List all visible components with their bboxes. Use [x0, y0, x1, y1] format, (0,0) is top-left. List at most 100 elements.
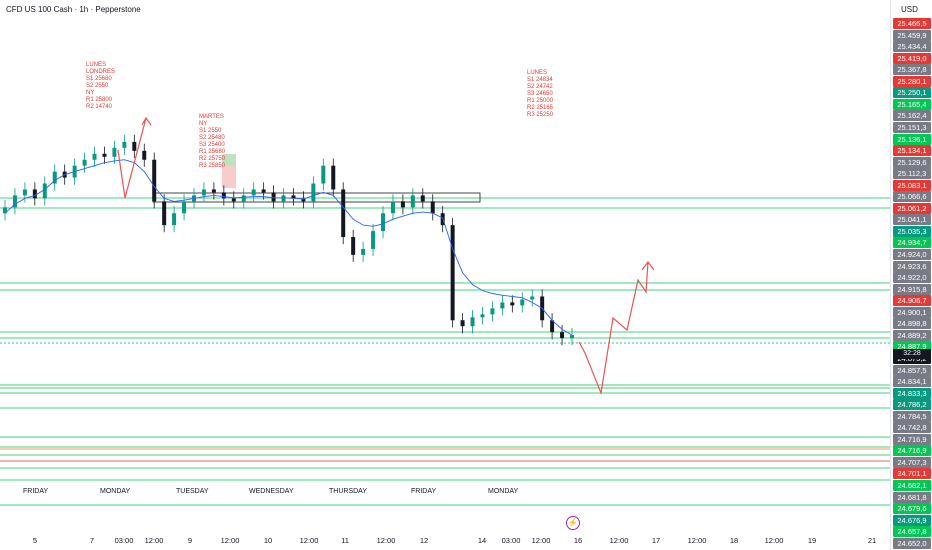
time-tick: 12:00 — [299, 536, 319, 545]
candle-body — [152, 159, 157, 202]
price-label: 25.129,6 — [893, 156, 931, 168]
price-label: 25.367,8 — [893, 64, 931, 76]
candle-body — [530, 296, 535, 300]
candle-body — [351, 237, 356, 255]
price-label: 25.466,5 — [893, 18, 931, 29]
time-tick: 14 — [477, 536, 487, 545]
candle-body — [22, 189, 27, 196]
day-label-monday-1: MONDAY — [100, 488, 131, 495]
projection-arrow-forecast — [578, 261, 649, 396]
time-tick: 12:00 — [220, 536, 240, 545]
price-label: 25.419,0 — [893, 52, 931, 64]
chart-area[interactable]: CFD US 100 Cash · 1h · Pepperstone LUNES… — [0, 0, 890, 550]
currency-label: USD — [901, 5, 918, 14]
price-label: 24.784,5 — [893, 410, 931, 422]
time-tick: 19 — [807, 536, 817, 545]
candle-body — [82, 159, 87, 166]
time-tick: 18 — [729, 536, 739, 545]
candle-body — [331, 165, 336, 190]
time-tick: 03:00 — [501, 536, 521, 545]
price-label: 24.682,1 — [893, 480, 931, 491]
time-tick: 12:00 — [531, 536, 551, 545]
candle-body — [182, 201, 187, 214]
candle-body — [32, 189, 37, 199]
time-tick: 16 — [573, 536, 583, 545]
candle-body — [102, 153, 107, 157]
price-label: 24.900,1 — [893, 306, 931, 318]
price-label: 25.459,9 — [893, 29, 931, 41]
price-label: 24.834,1 — [893, 376, 931, 388]
price-label: 24.915,8 — [893, 283, 931, 295]
price-label: 24.906,7 — [893, 295, 931, 307]
day-label-friday-1: FRIDAY — [23, 488, 49, 495]
candle-body — [201, 189, 206, 196]
time-tick: 5 — [32, 536, 38, 545]
lightning-icon[interactable]: ⚡ — [566, 516, 580, 530]
price-label: 24.857,5 — [893, 364, 931, 376]
candle-body — [460, 320, 465, 327]
price-label: 24.716,9 — [893, 433, 931, 445]
candle-body — [261, 189, 266, 193]
candle-body — [231, 198, 236, 202]
price-label: 25.280,1 — [893, 75, 931, 87]
price-label: 25.250,1 — [893, 87, 931, 99]
candle-body — [251, 189, 256, 196]
price-label: 24.887,9 — [893, 341, 931, 353]
candle-body — [381, 213, 385, 232]
candle-body — [172, 213, 177, 226]
candle-body — [400, 201, 405, 208]
projection-arrowhead — [641, 261, 655, 271]
price-label: 25.061,2 — [893, 202, 931, 214]
candle-body — [341, 189, 346, 238]
price-label: 25.066,6 — [893, 191, 931, 203]
price-label: 24.924,0 — [893, 249, 931, 260]
candle-body — [361, 248, 366, 255]
candle-body — [52, 171, 57, 184]
time-tick: 12:00 — [144, 536, 164, 545]
candle-body — [420, 195, 425, 202]
candle-body — [241, 195, 246, 202]
price-label: 25.134,1 — [893, 145, 931, 157]
price-label: 25.151,3 — [893, 121, 931, 133]
candle-body — [122, 141, 127, 148]
candle-body — [470, 317, 475, 327]
time-tick: 17 — [651, 536, 661, 545]
chart-svg[interactable] — [0, 0, 890, 550]
price-label: 25.112,3 — [893, 168, 931, 180]
candle-body — [162, 201, 167, 226]
candle-body — [211, 189, 216, 193]
candle-body — [132, 141, 137, 151]
time-tick: 12:00 — [687, 536, 707, 545]
price-label: 24.833,3 — [893, 387, 931, 399]
candle-body — [321, 165, 326, 184]
price-axis[interactable]: USD 25.466,5 25.459,9 25.434,4 25.419,0 25.3… — [890, 0, 932, 550]
candle-body — [520, 299, 525, 306]
candle-body — [371, 231, 376, 249]
price-label: 24.742,8 — [893, 422, 931, 434]
time-tick: 12:00 — [609, 536, 629, 545]
day-label-tuesday: TUESDAY — [176, 488, 209, 495]
price-label: 24.786,2 — [893, 399, 931, 411]
chart-title: CFD US 100 Cash · 1h · Pepperstone — [6, 5, 141, 14]
price-label: 25.434,4 — [893, 41, 931, 53]
day-label-wednesday: WEDNESDAY — [249, 488, 294, 495]
price-label: 25.162,4 — [893, 110, 931, 122]
candle-body — [490, 308, 495, 315]
price-label: 24.898,8 — [893, 318, 931, 330]
candle-body — [271, 192, 276, 202]
time-tick: 12:00 — [376, 536, 396, 545]
candle-body — [560, 332, 565, 339]
candle-body — [42, 183, 47, 199]
price-label: 25.041,1 — [893, 214, 931, 226]
price-label: 24.652,0 — [893, 537, 931, 549]
time-tick: 11 — [341, 536, 349, 545]
moving-average-line — [4, 159, 573, 336]
candle-body — [281, 195, 286, 202]
day-label-monday-2: MONDAY — [488, 488, 519, 495]
candle-body — [112, 147, 117, 157]
price-label: 24.681,8 — [893, 491, 931, 503]
price-label: 25.165,4 — [893, 98, 931, 110]
candle-body — [221, 192, 226, 199]
candle-body — [450, 225, 455, 321]
candle-body — [301, 198, 306, 202]
